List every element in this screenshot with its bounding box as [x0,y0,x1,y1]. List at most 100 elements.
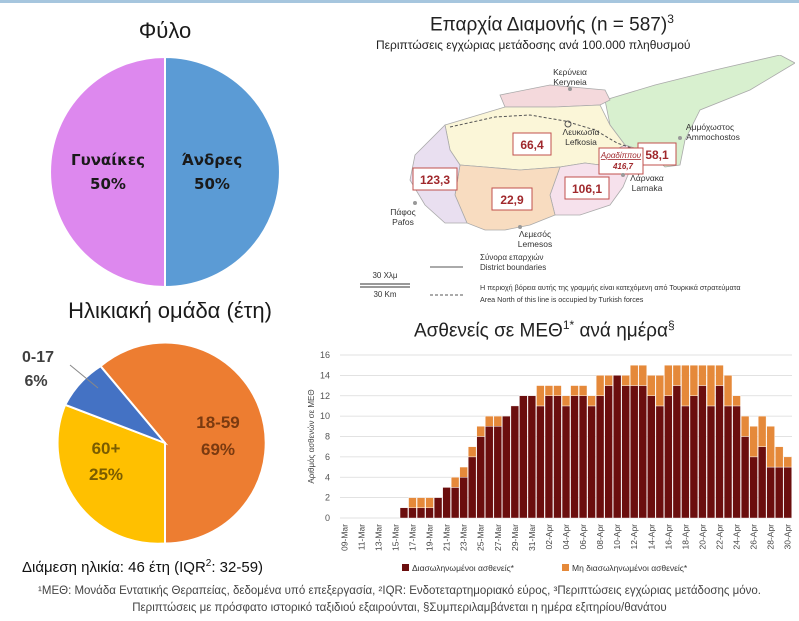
bar-non-intubated [544,385,554,396]
pie-label-women: Γυναίκες [71,151,145,169]
x-tick-label: 24-Apr [732,524,742,550]
bar-intubated [732,405,741,519]
place-limassol-gr: Λεμεσός [519,229,551,239]
y-tick-label: 2 [325,493,330,503]
x-tick-label: 15-Mar [390,524,400,551]
place-nicosia-en: Lefkosia [565,137,597,147]
bar-intubated [613,375,622,519]
bar-intubated [485,426,494,519]
bar-intubated [655,405,664,519]
pie-label-60plus: 60+ [92,439,121,458]
bar-non-intubated [749,426,758,458]
pie-label-18-59: 18-59 [196,413,239,432]
bar-non-intubated [638,364,647,386]
pie-slice-18-59 [99,341,267,545]
x-tick-label: 14-Apr [646,524,656,550]
town-dot-larnaca [621,173,625,177]
value-aradippou: 416,7 [612,162,634,171]
bar-intubated [468,456,477,519]
bar-non-intubated [425,497,434,509]
x-tick-label: 18-Apr [680,524,690,550]
bar-non-intubated [451,477,460,488]
pie-slice-60plus [56,403,166,545]
bar-intubated [783,466,792,519]
x-tick-label: 13-Mar [373,524,383,551]
y-tick-label: 12 [320,391,330,401]
bar-non-intubated [485,415,494,427]
icu-title-sup1: 1* [562,318,575,332]
x-tick-label: 29-Mar [510,524,520,551]
y-tick-label: 14 [320,370,330,380]
bar-intubated [544,395,554,519]
x-tick-label: 16-Apr [663,524,673,550]
legend-label-intubated: Διασωληνωμένοι ασθενείς* [412,563,515,573]
bar-non-intubated [621,375,630,386]
median-suffix: : 32-59) [211,559,264,576]
x-tick-label: 27-Mar [493,524,503,551]
top-accent-line [0,0,799,3]
bar-intubated [706,405,716,519]
bar-non-intubated [698,364,707,386]
footnote: ¹ΜΕΘ: Μονάδα Εντατικής Θεραπείας, δεδομέ… [0,583,799,617]
bar-intubated [621,385,630,519]
bar-intubated [527,395,537,519]
y-tick-label: 4 [325,472,330,482]
pie-slice-women [49,55,166,289]
place-kyrenia-gr: Κερύνεια [553,67,587,77]
bar-intubated [740,436,750,519]
bar-non-intubated [758,415,767,447]
bar-intubated [698,385,707,519]
bar-intubated [510,405,519,519]
x-tick-label: 17-Mar [407,524,417,551]
legend-label-non-intubated: Μη διασωληνωμένοι ασθενείς* [572,563,688,573]
bar-intubated [399,507,409,519]
x-tick-label: 28-Apr [766,524,776,550]
age-chart-title: Ηλικιακή ομάδα (έτη) [68,298,272,323]
bar-intubated [689,395,699,519]
town-dot-paphos [413,201,417,205]
footnote-line-2: Περιπτώσεις με πρόσφατο ιστορικό ταξιδιο… [132,602,667,614]
x-tick-label: 11-Mar [356,524,366,550]
bar-non-intubated [630,364,639,386]
median-sup: 2 [205,558,212,569]
y-tick-label: 6 [325,452,330,462]
bar-non-intubated [681,364,690,407]
bar-intubated [519,395,528,519]
bar-intubated [664,395,673,519]
x-tick-label: 04-Apr [561,524,571,550]
value-limassol: 22,9 [500,193,524,207]
y-tick-label: 16 [320,350,330,360]
place-paphos-en: Pafos [392,217,414,227]
bar-non-intubated [672,364,681,386]
gender-chart-title: Φύλο [138,18,192,43]
gender-pie-chart: Άνδρες 50% Γυναίκες 50% [49,55,281,289]
bar-intubated [459,477,468,519]
median-age-text: Διάμεση ηλικία: 46 έτη (IQR2: 32-59) [22,558,263,576]
x-tick-label: 21-Mar [442,524,452,551]
bar-non-intubated [689,364,699,396]
bar-non-intubated [775,446,784,468]
town-dot-nicosia [564,120,572,128]
bar-intubated [442,487,451,519]
bar-non-intubated [595,375,605,396]
map-subtitle: Περιπτώσεις εγχώριας μετάδοσης ανά 100.0… [376,38,691,52]
pie-value-60plus: 25% [89,465,123,484]
label-aradippou: Αραδίππου [600,151,642,160]
scale-km-gr: 30 Χλμ [372,271,397,280]
value-box-limassol [491,187,533,211]
legend-boundary-en: District boundaries [480,263,546,272]
scale-km-en: 30 Km [373,290,396,299]
bar-non-intubated [408,497,417,509]
bar-non-intubated [783,456,792,468]
town-dot-kyrenia [568,87,572,91]
bar-intubated [775,466,784,519]
bar-non-intubated [459,466,468,478]
x-tick-label: 19-Mar [425,524,435,551]
bar-intubated [749,456,758,519]
bar-intubated [630,385,639,519]
bar-intubated [766,466,775,519]
x-tick-label: 26-Apr [749,524,759,550]
bar-non-intubated [553,385,562,396]
bar-intubated [561,405,571,519]
bar-intubated [433,497,443,519]
